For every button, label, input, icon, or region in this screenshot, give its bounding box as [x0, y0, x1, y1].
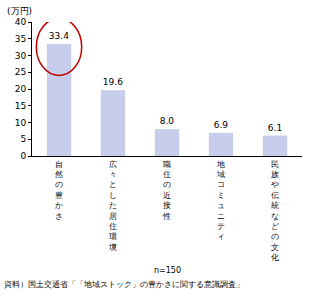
svg-text:10: 10 [15, 118, 27, 128]
svg-text:30: 30 [15, 51, 27, 61]
svg-text:地域コミュニティ: 地域コミュニティ [216, 160, 225, 242]
svg-text:資料）国土交通省「「地域ストック」の豊かさに関する意識調査」: 資料）国土交通省「「地域ストック」の豊かさに関する意識調査」 [4, 280, 244, 289]
svg-text:15: 15 [15, 101, 26, 111]
svg-text:20: 20 [15, 84, 27, 94]
svg-text:n=150: n=150 [154, 266, 181, 275]
svg-text:19.6: 19.6 [103, 77, 123, 87]
svg-text:自然の豊かさ: 自然の豊かさ [55, 160, 63, 221]
svg-text:8.0: 8.0 [160, 116, 175, 126]
svg-text:広々とした居住環境: 広々とした居住環境 [108, 160, 117, 252]
svg-text:35: 35 [15, 34, 26, 44]
svg-text:6.9: 6.9 [214, 120, 229, 130]
svg-text:33.4: 33.4 [49, 31, 69, 41]
svg-text:民族や伝統などの文化: 民族や伝統などの文化 [271, 160, 279, 263]
svg-text:40: 40 [15, 17, 27, 27]
svg-text:0: 0 [20, 151, 26, 161]
svg-text:6.1: 6.1 [268, 123, 282, 133]
svg-text:25: 25 [15, 67, 26, 77]
svg-text:5: 5 [20, 134, 26, 144]
svg-text:職住の近接性: 職住の近接性 [162, 160, 171, 221]
svg-text:(万円): (万円) [7, 6, 32, 16]
